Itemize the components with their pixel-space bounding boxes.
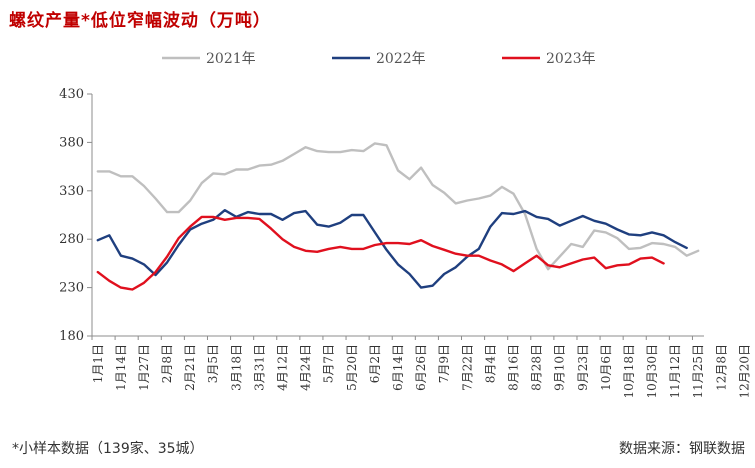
chart-axes: 180 230 280 330 380 430 1月1日 1月14日 1月27日 2月8日 2月21… <box>59 87 751 399</box>
chart-legend: 2021年 2022年 2023年 <box>162 51 596 67</box>
x-tick-label: 7月9日 <box>437 344 451 383</box>
x-tick-label: 10月6日 <box>599 344 613 391</box>
series-line-2023年 <box>96 215 665 291</box>
x-tick-label: 5月7日 <box>322 344 336 383</box>
x-tick-label: 9月23日 <box>576 344 590 391</box>
series-line-2022年 <box>96 208 688 289</box>
x-tick-label: 12月8日 <box>714 344 728 391</box>
x-tick-label: 10月30日 <box>645 344 659 399</box>
x-tick-label: 12月20日 <box>737 344 751 399</box>
x-tick-label: 1月14日 <box>114 344 128 391</box>
y-tick-label: 280 <box>59 232 84 247</box>
x-tick-label: 6月2日 <box>368 344 382 383</box>
x-tick-label: 5月20日 <box>345 344 359 391</box>
x-tick-label: 8月4日 <box>483 344 497 383</box>
x-tick-label: 3月31日 <box>252 344 266 391</box>
x-tick-label: 3月5日 <box>206 344 220 383</box>
y-tick-label: 180 <box>59 329 84 344</box>
x-tick-label: 1月1日 <box>91 344 105 383</box>
y-tick-label: 330 <box>59 184 84 199</box>
series-line-2021年 <box>96 142 700 271</box>
legend-label: 2023年 <box>546 51 596 67</box>
x-tick-label: 10月18日 <box>622 344 636 399</box>
y-tick-label: 380 <box>59 135 84 150</box>
chart-series <box>96 142 700 291</box>
x-tick-label: 7月22日 <box>460 344 474 391</box>
legend-label: 2021年 <box>206 51 256 67</box>
x-tick-label: 8月16日 <box>506 344 520 391</box>
x-tick-label: 11月25日 <box>691 344 705 399</box>
x-tick-label: 4月24日 <box>299 344 313 391</box>
x-tick-label: 3月18日 <box>229 344 243 391</box>
x-tick-label: 2月8日 <box>160 344 174 383</box>
y-tick-label: 430 <box>59 87 84 102</box>
legend-label: 2022年 <box>376 51 426 67</box>
y-tick-label: 230 <box>59 281 84 296</box>
chart-title: 螺纹产量*低位窄幅波动（万吨） <box>9 11 271 31</box>
x-tick-label: 8月28日 <box>530 344 544 391</box>
footnote: *小样本数据（139家、35城） <box>12 441 204 457</box>
data-source: 数据来源：钢联数据 <box>619 441 745 457</box>
x-tick-label: 1月27日 <box>137 344 151 391</box>
x-tick-label: 4月12日 <box>276 344 290 391</box>
x-tick-label: 11月12日 <box>668 344 682 399</box>
x-tick-label: 6月14日 <box>391 344 405 391</box>
x-tick-label: 2月21日 <box>183 344 197 391</box>
x-tick-label: 9月10日 <box>553 344 567 391</box>
x-tick-label: 6月26日 <box>414 344 428 391</box>
